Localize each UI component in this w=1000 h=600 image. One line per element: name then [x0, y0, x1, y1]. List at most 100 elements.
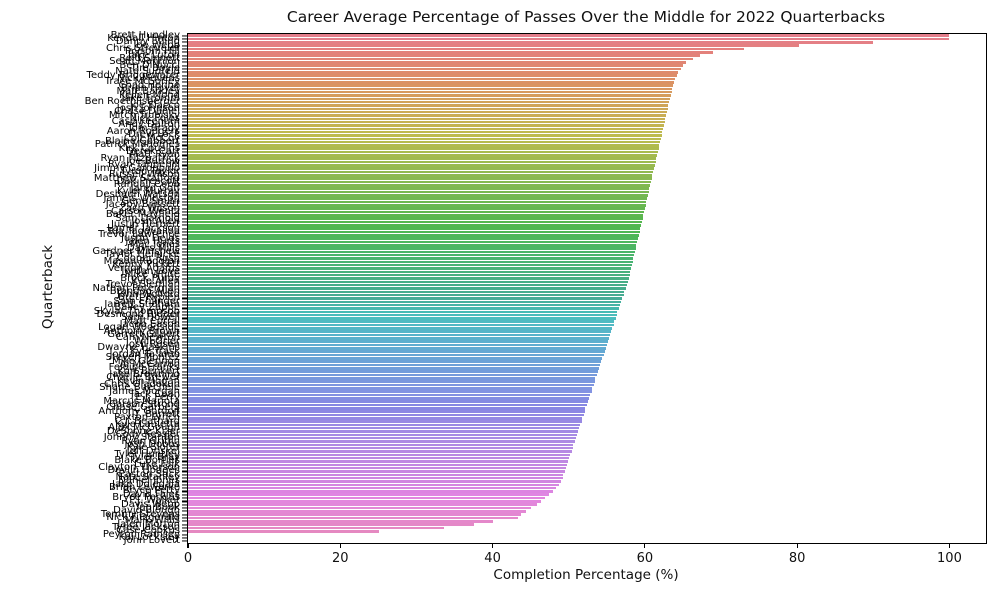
y-tick-label: Drew Lock [128, 129, 180, 141]
y-tick [182, 374, 187, 376]
y-tick-label: Jimmy Garoppolo [94, 162, 180, 174]
y-tick-label: Nate Sudfeld [115, 66, 180, 78]
bar [188, 490, 553, 493]
bar [188, 353, 604, 357]
y-tick-label: E.J. Perry [135, 392, 180, 404]
y-tick-label: Aaron Rodgers [106, 126, 180, 138]
y-tick-label: Danny Etling [115, 36, 180, 48]
y-tick-label: Brian Lewerke [109, 482, 180, 494]
y-tick-label: Trevor Siemian [105, 279, 180, 291]
bar [188, 154, 658, 157]
bar [188, 177, 652, 180]
y-tick [182, 457, 187, 459]
y-tick [182, 98, 187, 100]
x-axis-label: Completion Percentage (%) [493, 567, 679, 583]
bar [188, 233, 639, 237]
y-tick-label: Anthony Gordon [98, 405, 180, 417]
bar [188, 273, 630, 277]
y-tick [182, 158, 187, 160]
bar [188, 70, 679, 74]
y-tick-label: Andy Dalton [118, 119, 180, 131]
bar [188, 397, 590, 400]
bar [188, 500, 542, 503]
bar [188, 456, 570, 460]
y-tick [182, 517, 187, 519]
bar [188, 510, 527, 513]
y-tick-label: John Wolford [116, 289, 180, 301]
y-tick-label: Tyler Huntley [114, 448, 180, 460]
y-tick-label: Desmond Ridder [96, 309, 180, 321]
bar [188, 357, 603, 360]
y-tick [182, 108, 187, 110]
bar [188, 373, 597, 377]
y-tick-label: Matthew Stafford [93, 172, 180, 184]
y-tick [182, 454, 187, 456]
y-tick [182, 371, 187, 373]
bar [188, 74, 677, 77]
y-tick-label: Deshaun Watson [95, 189, 180, 201]
x-tick-label: 40 [484, 551, 501, 566]
bar [188, 80, 674, 84]
bar [188, 37, 950, 41]
y-tick [182, 347, 187, 349]
x-tick [796, 543, 798, 548]
y-tick-label: Josh Johnson [116, 102, 180, 114]
bar [188, 370, 598, 373]
y-tick [182, 407, 187, 409]
bar [188, 377, 596, 380]
bar [188, 436, 576, 440]
y-tick [182, 111, 187, 113]
y-tick [182, 344, 187, 346]
y-tick [182, 58, 187, 60]
y-tick [182, 540, 187, 542]
y-tick [182, 487, 187, 489]
y-tick-label: Feleipe Franks [108, 362, 180, 374]
bar [188, 420, 582, 423]
y-tick-label: Brock Purdy [120, 272, 180, 284]
y-tick-label: Jalen Hurts [125, 235, 180, 247]
y-tick [182, 85, 187, 87]
bar [188, 187, 650, 190]
y-tick [182, 334, 187, 336]
bar [188, 513, 521, 516]
y-tick-label: Dak Prescott [116, 176, 180, 188]
y-tick-label: Mike White [124, 269, 180, 281]
bar [188, 117, 666, 121]
y-tick [182, 480, 187, 482]
y-tick [182, 121, 187, 123]
y-tick [182, 411, 187, 413]
bar [188, 446, 573, 450]
bar [188, 400, 588, 403]
y-tick [182, 387, 187, 389]
bar [188, 340, 608, 343]
bar [188, 440, 575, 443]
y-tick-label: Ben DiNucci [119, 59, 180, 71]
y-tick [182, 194, 187, 196]
y-tick [182, 264, 187, 266]
y-tick [182, 238, 187, 240]
y-tick [182, 48, 187, 50]
bar [188, 496, 546, 500]
bar [188, 160, 656, 164]
y-tick [182, 357, 187, 359]
bar [188, 127, 664, 131]
bar [188, 287, 626, 290]
y-tick-label: Derek Carr [125, 146, 180, 158]
y-tick [182, 470, 187, 473]
y-tick-label: Joe Flacco [129, 99, 180, 111]
y-tick-label: Chris Streveler [105, 42, 180, 54]
bar [188, 323, 614, 327]
y-tick [182, 35, 187, 37]
y-tick [182, 184, 187, 186]
y-tick [182, 507, 187, 509]
y-tick-label: John Lovett [123, 535, 180, 547]
y-tick-label: Jake Luton [128, 49, 180, 61]
bar [188, 297, 623, 300]
bar [188, 134, 662, 137]
y-tick-label: Garrett Gilbert [107, 329, 180, 341]
y-tick-label: Jameis Winston [103, 192, 180, 204]
bar [188, 100, 670, 104]
y-tick [182, 341, 187, 343]
y-tick [182, 258, 187, 260]
bar [188, 34, 950, 37]
